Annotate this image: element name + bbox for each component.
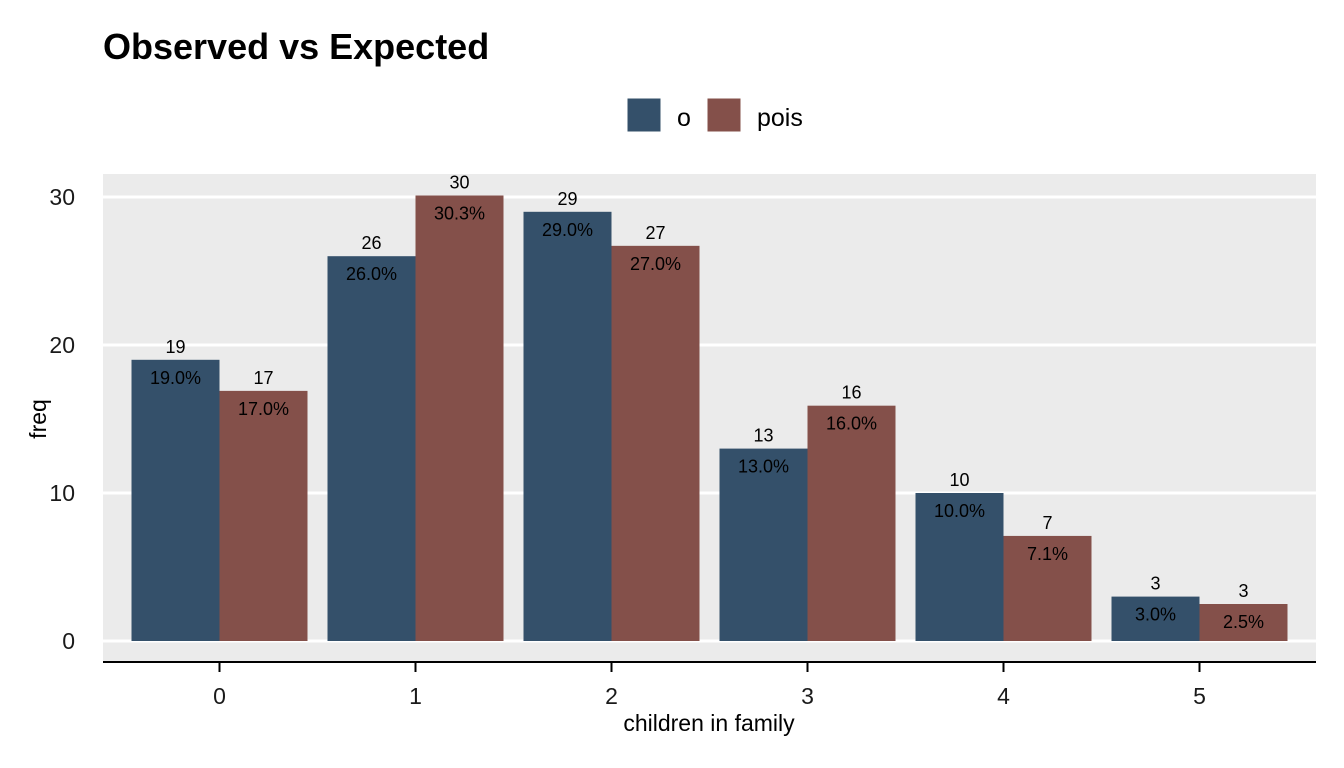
count-label: 3 — [1238, 581, 1248, 601]
y-tick-label: 10 — [49, 480, 75, 506]
count-label: 17 — [253, 368, 273, 388]
count-label: 29 — [557, 189, 577, 209]
legend-label-pois: pois — [757, 104, 803, 132]
legend-swatch-pois — [706, 97, 742, 133]
bar-pois-1 — [415, 195, 504, 641]
count-label: 16 — [841, 383, 861, 403]
legend: o pois — [626, 97, 803, 133]
y-tick-label: 30 — [49, 184, 75, 210]
x-tick-label: 5 — [1193, 683, 1206, 709]
bar-o-4 — [915, 493, 1004, 641]
bar-pois-3 — [807, 405, 896, 641]
percent-label: 13.0% — [738, 457, 789, 477]
count-label: 30 — [449, 173, 469, 193]
percent-label: 30.3% — [434, 204, 485, 224]
percent-label: 16.0% — [826, 414, 877, 434]
value-labels: 19 19.0% 17 17.0% 26 26.0% 30 30.3% 29 29.0% 27 27.… — [150, 173, 1264, 632]
y-tick-label: 0 — [62, 628, 75, 654]
count-label: 27 — [645, 223, 665, 243]
axes: 0 10 20 30 0 1 2 3 4 5 — [49, 184, 1316, 709]
count-label: 26 — [361, 233, 381, 253]
percent-label: 27.0% — [630, 254, 681, 274]
x-axis-title: children in family — [623, 710, 795, 736]
legend-label-o: o — [677, 104, 691, 132]
bar-o-5 — [1111, 596, 1200, 641]
chart-title: Observed vs Expected — [103, 26, 490, 67]
percent-label: 7.1% — [1027, 544, 1068, 564]
x-tick-label: 3 — [801, 683, 814, 709]
x-tick-label: 1 — [409, 683, 422, 709]
bar-o-0 — [131, 359, 220, 641]
percent-label: 29.0% — [542, 220, 593, 240]
bar-pois-2 — [611, 245, 700, 641]
x-tick-label: 2 — [605, 683, 618, 709]
percent-label: 19.0% — [150, 368, 201, 388]
bar-o-2 — [523, 211, 612, 642]
legend-swatch-o — [626, 97, 662, 133]
percent-label: 3.0% — [1135, 605, 1176, 625]
count-label: 3 — [1150, 574, 1160, 594]
bar-pois-5 — [1199, 604, 1288, 641]
bar-pois-4 — [1003, 535, 1092, 641]
count-label: 19 — [165, 337, 185, 357]
bars — [131, 195, 1288, 642]
percent-label: 17.0% — [238, 399, 289, 419]
bar-o-3 — [719, 448, 808, 641]
count-label: 10 — [949, 470, 969, 490]
bar-o-1 — [327, 256, 416, 641]
percent-label: 26.0% — [346, 264, 397, 284]
x-tick-label: 0 — [213, 683, 226, 709]
x-tick-label: 4 — [997, 683, 1010, 709]
y-axis-title: freq — [25, 399, 51, 439]
percent-label: 2.5% — [1223, 612, 1264, 632]
bar-pois-0 — [219, 390, 308, 641]
percent-label: 10.0% — [934, 501, 985, 521]
y-tick-label: 20 — [49, 332, 75, 358]
count-label: 7 — [1042, 513, 1052, 533]
count-label: 13 — [753, 426, 773, 446]
